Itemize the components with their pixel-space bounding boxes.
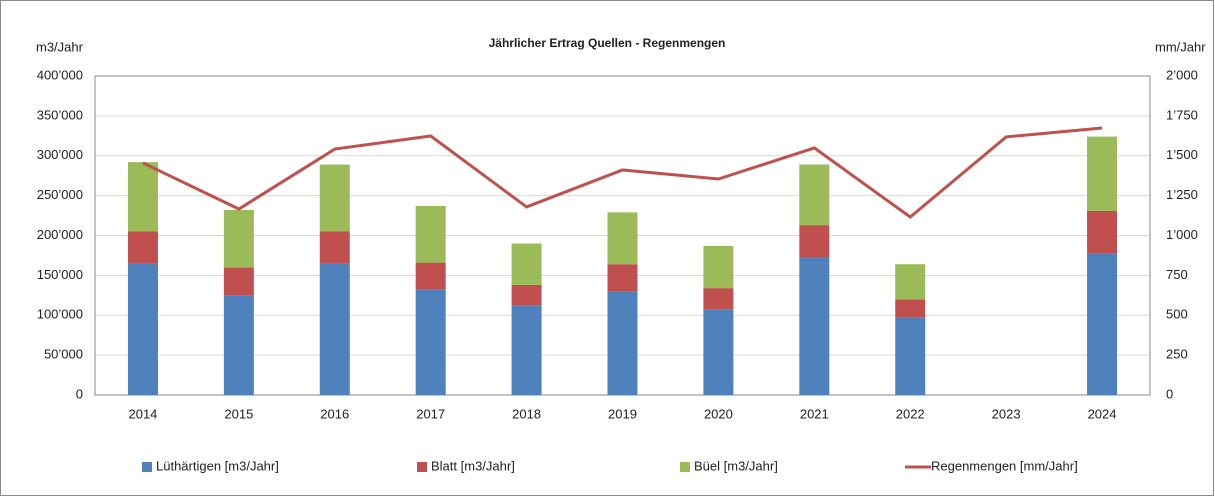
y-tick-label: 0 xyxy=(76,386,83,401)
bar-segment xyxy=(415,262,446,290)
x-tick-label: 2015 xyxy=(224,406,253,421)
y-axis-label: m3/Jahr xyxy=(36,39,84,54)
y-tick-label: 100’000 xyxy=(37,307,83,322)
bar-segment xyxy=(1087,136,1118,211)
y-tick-label: 300’000 xyxy=(37,147,83,162)
bar-segment xyxy=(319,231,350,264)
y2-tick-label: 250 xyxy=(1166,347,1188,362)
bar-segment xyxy=(895,264,926,300)
x-tick-label: 2022 xyxy=(896,406,925,421)
bar-segment xyxy=(895,299,926,318)
y2-axis-label: mm/Jahr xyxy=(1155,39,1206,54)
bar-segment xyxy=(703,245,734,289)
bar-segment xyxy=(511,305,542,395)
bar-segment xyxy=(895,317,926,395)
y2-tick-label: 1’750 xyxy=(1166,107,1198,122)
bar-segment xyxy=(511,284,542,306)
bar-segment xyxy=(703,309,734,395)
bar-segment xyxy=(415,289,446,395)
x-tick-label: 2018 xyxy=(512,406,541,421)
legend-label: Lüthärtigen [m3/Jahr] xyxy=(156,458,279,473)
bar-segment xyxy=(319,164,350,232)
y-tick-label: 250’000 xyxy=(37,187,83,202)
x-tick-label: 2014 xyxy=(128,406,157,421)
bar-segment xyxy=(223,209,254,268)
y2-tick-label: 500 xyxy=(1166,307,1188,322)
legend-label: Blatt [m3/Jahr] xyxy=(431,458,515,473)
legend-swatch xyxy=(680,462,690,472)
bar-segment xyxy=(511,243,542,285)
y-tick-label: 150’000 xyxy=(37,267,83,282)
y-tick-label: 50’000 xyxy=(44,347,83,362)
y2-tick-label: 1’000 xyxy=(1166,227,1198,242)
legend-swatch xyxy=(417,462,427,472)
y2-tick-label: 1’250 xyxy=(1166,187,1198,202)
legend-swatch xyxy=(142,462,152,472)
bar-segment xyxy=(415,205,446,263)
bar-segment xyxy=(319,263,350,395)
bar-segment xyxy=(607,212,638,265)
y-tick-label: 400’000 xyxy=(37,67,83,82)
y2-tick-label: 750 xyxy=(1166,267,1188,282)
y2-tick-label: 2’000 xyxy=(1166,67,1198,82)
y-tick-label: 200’000 xyxy=(37,227,83,242)
legend-label: Regenmengen [mm/Jahr] xyxy=(931,458,1078,473)
bar-segment xyxy=(127,231,158,264)
bar-segment xyxy=(799,225,830,258)
y2-tick-label: 1’500 xyxy=(1166,147,1198,162)
bar-segment xyxy=(127,263,158,395)
y-tick-label: 350’000 xyxy=(37,107,83,122)
bar-segment xyxy=(127,162,158,232)
bar-segment xyxy=(703,288,734,310)
bar-segment xyxy=(799,164,830,226)
bar-segment xyxy=(1087,210,1118,254)
x-tick-label: 2017 xyxy=(416,406,445,421)
x-tick-label: 2019 xyxy=(608,406,637,421)
x-tick-label: 2020 xyxy=(704,406,733,421)
x-tick-label: 2021 xyxy=(800,406,829,421)
x-tick-label: 2023 xyxy=(992,406,1021,421)
bar-segment xyxy=(607,264,638,292)
bar-segment xyxy=(799,257,830,395)
bar-segment xyxy=(1087,253,1118,395)
bar-segment xyxy=(223,295,254,395)
x-tick-label: 2024 xyxy=(1088,406,1117,421)
x-tick-label: 2016 xyxy=(320,406,349,421)
bar-segment xyxy=(607,291,638,395)
chart-title: Jährlicher Ertrag Quellen - Regenmengen xyxy=(489,36,726,50)
line xyxy=(142,126,1103,219)
bar-segment xyxy=(223,267,254,296)
y2-tick-label: 0 xyxy=(1166,386,1173,401)
legend-label: Büel [m3/Jahr] xyxy=(694,458,778,473)
